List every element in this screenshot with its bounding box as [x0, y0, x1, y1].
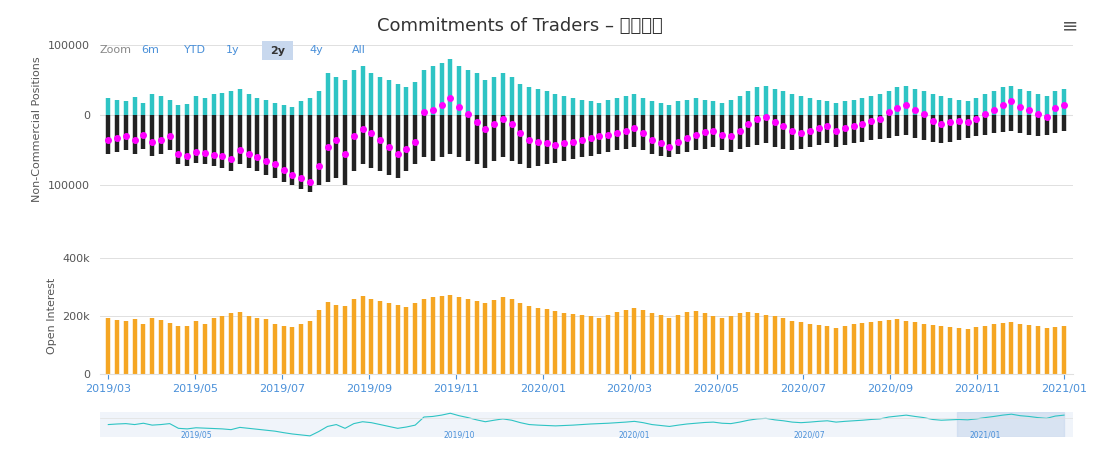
Text: 6m: 6m: [142, 45, 159, 55]
Y-axis label: Non-Commercial Positions: Non-Commercial Positions: [32, 57, 42, 202]
Text: 2019/10: 2019/10: [444, 430, 474, 439]
Text: ≡: ≡: [1062, 17, 1078, 36]
Text: 2y: 2y: [270, 46, 285, 56]
Text: YTD: YTD: [184, 45, 206, 55]
Text: 2019/05: 2019/05: [180, 430, 212, 439]
Bar: [957, 412, 1064, 437]
Text: 4y: 4y: [310, 45, 323, 55]
Text: Zoom: Zoom: [100, 45, 132, 55]
Text: Commitments of Traders – 英ポンド: Commitments of Traders – 英ポンド: [377, 17, 662, 35]
Text: 2020/01: 2020/01: [618, 430, 650, 439]
Text: 2020/07: 2020/07: [794, 430, 825, 439]
Y-axis label: Open Interest: Open Interest: [46, 278, 56, 354]
Text: All: All: [352, 45, 366, 55]
Text: 2021/01: 2021/01: [970, 430, 1001, 439]
Text: 1y: 1y: [226, 45, 239, 55]
